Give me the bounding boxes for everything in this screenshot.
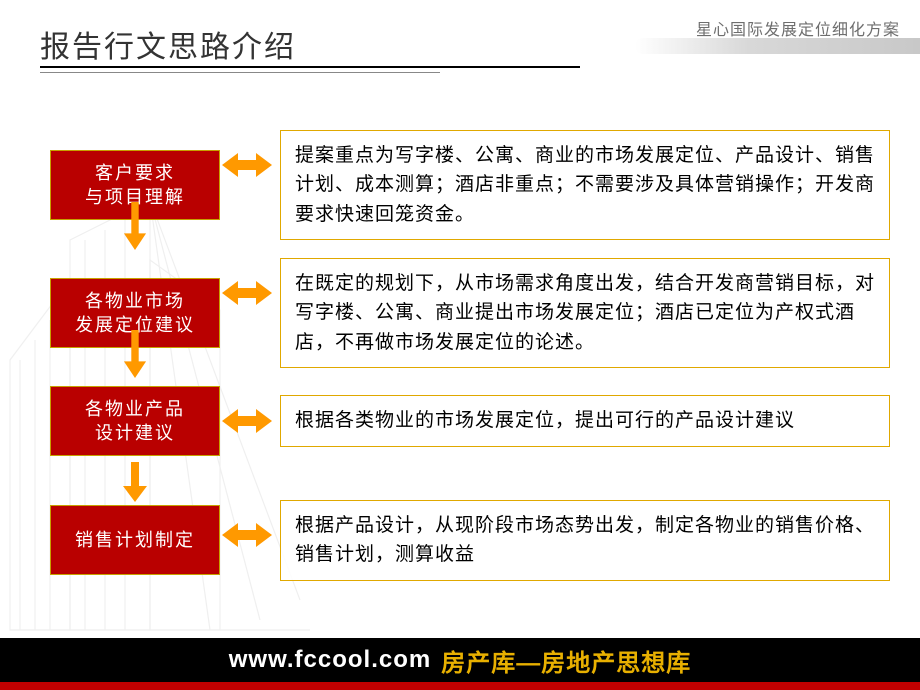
subtitle-bar	[635, 38, 920, 54]
node-line: 各物业产品	[85, 397, 185, 421]
flow-row: 各物业产品 设计建议 根据各类物业的市场发展定位，提出可行的产品设计建议	[0, 386, 920, 456]
title-underline-1	[40, 66, 580, 68]
double-arrow-icon	[222, 153, 272, 177]
flow-node-4: 销售计划制定	[50, 505, 220, 575]
footer: www.fccool.com 房产库—房地产思想库	[0, 638, 920, 690]
footer-brand: 房产库—房地产思想库	[441, 643, 691, 678]
subtitle: 星心国际发展定位细化方案	[696, 16, 900, 40]
down-arrow-icon	[123, 458, 147, 506]
flow-desc-1: 提案重点为写字楼、公寓、商业的市场发展定位、产品设计、销售计划、成本测算；酒店非…	[280, 130, 890, 240]
header: 报告行文思路介绍 星心国际发展定位细化方案	[0, 0, 920, 74]
flow-desc-4: 根据产品设计，从现阶段市场态势出发，制定各物业的销售价格、销售计划，测算收益	[280, 500, 890, 581]
flow-row: 销售计划制定 根据产品设计，从现阶段市场态势出发，制定各物业的销售价格、销售计划…	[0, 500, 920, 581]
node-line: 各物业市场	[85, 289, 185, 313]
flow-desc-3: 根据各类物业的市场发展定位，提出可行的产品设计建议	[280, 395, 890, 446]
footer-red-bar	[0, 682, 920, 690]
title-underline-2	[40, 72, 440, 73]
flow-node-3: 各物业产品 设计建议	[50, 386, 220, 456]
footer-url: www.fccool.com	[229, 646, 431, 674]
footer-bar: www.fccool.com 房产库—房地产思想库	[0, 638, 920, 682]
node-line: 客户要求	[95, 161, 175, 185]
flow-desc-2: 在既定的规划下，从市场需求角度出发，结合开发商营销目标，对写字楼、公寓、商业提出…	[280, 258, 890, 368]
node-line: 销售计划制定	[75, 528, 195, 552]
subtitle-wrap: 星心国际发展定位细化方案	[635, 18, 920, 46]
down-arrow-icon	[123, 330, 147, 378]
node-line: 设计建议	[95, 421, 175, 445]
page-title: 报告行文思路介绍	[40, 22, 296, 66]
down-arrow-icon	[123, 202, 147, 250]
double-arrow-icon	[222, 523, 272, 547]
double-arrow-icon	[222, 409, 272, 433]
slide: 报告行文思路介绍 星心国际发展定位细化方案 客户要求 与项目理解 提案重点为写字…	[0, 0, 920, 690]
double-arrow-icon	[222, 281, 272, 305]
